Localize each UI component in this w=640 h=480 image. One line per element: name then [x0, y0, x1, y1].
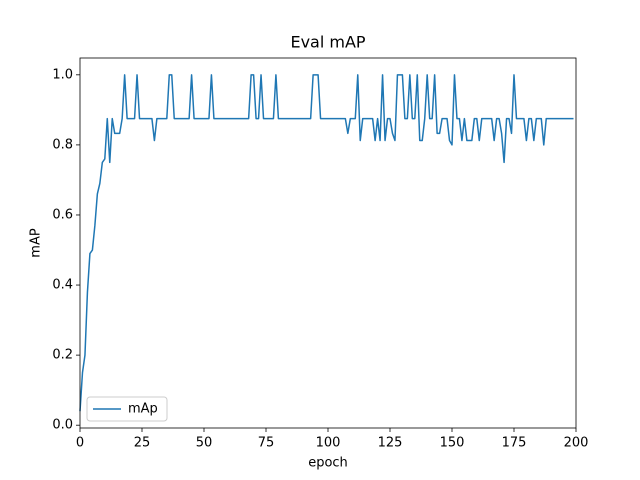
x-tick-label: 150 [440, 436, 465, 451]
x-tick-label: 75 [258, 436, 275, 451]
x-tick-label: 175 [502, 436, 527, 451]
y-tick-label: 0.0 [52, 418, 73, 433]
x-tick-label: 200 [564, 436, 589, 451]
x-tick-label: 125 [378, 436, 403, 451]
x-tick-label: 0 [76, 436, 84, 451]
legend-box [86, 396, 168, 422]
x-tick-label: 100 [316, 436, 341, 451]
x-tick-label: 50 [196, 436, 213, 451]
chart-title: Eval mAP [290, 33, 365, 52]
y-tick-label: 1.0 [52, 67, 73, 82]
legend-label: mAp [128, 402, 158, 417]
plot-frame [79, 57, 577, 429]
x-tick-label: 25 [134, 436, 151, 451]
y-tick-label: 0.8 [52, 137, 73, 152]
data-line [79, 74, 574, 412]
y-axis-label: mAP [29, 228, 44, 258]
x-axis-label: epoch [308, 456, 348, 471]
y-tick-label: 0.6 [52, 207, 73, 222]
y-tick-label: 0.4 [52, 278, 73, 293]
y-tick-label: 0.2 [52, 348, 73, 363]
